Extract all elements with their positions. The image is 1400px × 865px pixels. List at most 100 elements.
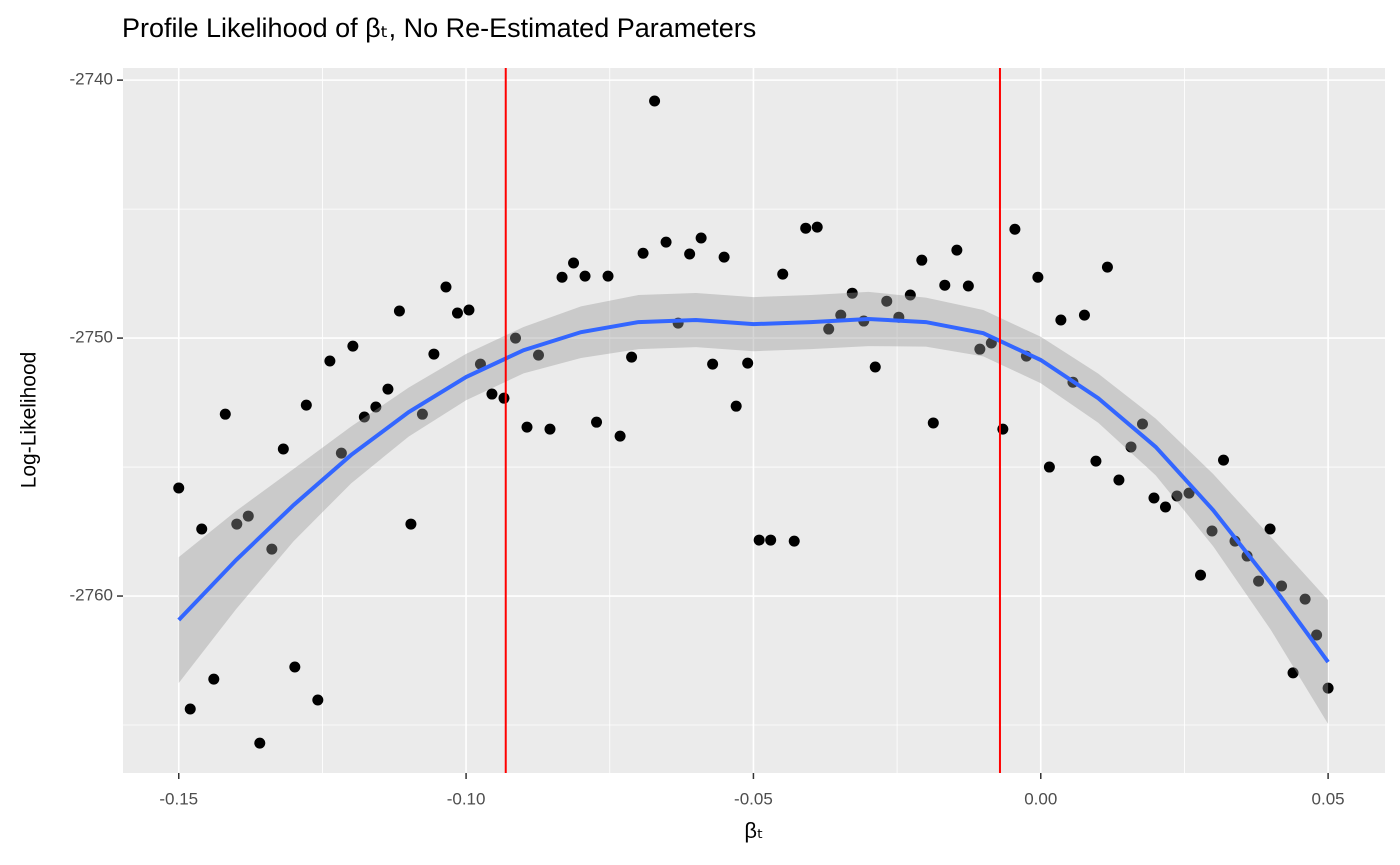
x-tick-label: -0.10 bbox=[447, 789, 486, 808]
point bbox=[440, 281, 452, 293]
point bbox=[614, 430, 626, 442]
point bbox=[1159, 501, 1171, 513]
point bbox=[742, 357, 754, 369]
point bbox=[1113, 474, 1125, 486]
point bbox=[231, 518, 243, 530]
point bbox=[602, 270, 614, 282]
point bbox=[451, 307, 463, 319]
point bbox=[382, 383, 394, 395]
point bbox=[416, 408, 428, 420]
point bbox=[823, 323, 835, 335]
x-axis-label: βₜ bbox=[744, 818, 763, 843]
point bbox=[718, 251, 730, 263]
point bbox=[463, 304, 475, 316]
point bbox=[289, 661, 301, 673]
point bbox=[1253, 575, 1265, 587]
point bbox=[591, 416, 603, 428]
point bbox=[927, 417, 939, 429]
point bbox=[869, 361, 881, 373]
point bbox=[347, 340, 359, 352]
point bbox=[637, 247, 649, 259]
point bbox=[358, 411, 370, 423]
point bbox=[800, 222, 812, 234]
point bbox=[1136, 418, 1148, 430]
point bbox=[266, 543, 278, 555]
point bbox=[1322, 682, 1334, 694]
point bbox=[684, 248, 696, 260]
point bbox=[939, 279, 951, 291]
point bbox=[707, 358, 719, 370]
point bbox=[324, 355, 336, 367]
point bbox=[1101, 261, 1113, 273]
point bbox=[1032, 271, 1044, 283]
point bbox=[916, 254, 928, 266]
point bbox=[173, 482, 185, 494]
point bbox=[568, 257, 580, 269]
point bbox=[788, 535, 800, 547]
point bbox=[1148, 492, 1160, 504]
point bbox=[626, 351, 638, 363]
point bbox=[846, 287, 858, 299]
x-tick-label: -0.05 bbox=[734, 789, 773, 808]
y-tick-label: -2750 bbox=[70, 328, 113, 347]
y-axis-label: Log-Likelihood bbox=[18, 352, 41, 489]
point bbox=[1299, 593, 1311, 605]
point bbox=[1125, 441, 1137, 453]
point bbox=[1276, 580, 1288, 592]
x-tick-label: 0.00 bbox=[1024, 789, 1057, 808]
point bbox=[1078, 309, 1090, 321]
point bbox=[1287, 667, 1299, 679]
point bbox=[695, 232, 707, 244]
point bbox=[1183, 487, 1195, 499]
point bbox=[428, 348, 440, 360]
point bbox=[835, 309, 847, 321]
point bbox=[753, 534, 765, 546]
point bbox=[974, 343, 986, 355]
point bbox=[1171, 490, 1183, 502]
point bbox=[510, 332, 522, 344]
point bbox=[1009, 223, 1021, 235]
point bbox=[300, 399, 312, 411]
point bbox=[405, 518, 417, 530]
chart-title: Profile Likelihood of βₜ, No Re-Estimate… bbox=[122, 13, 756, 43]
point bbox=[1090, 455, 1102, 467]
y-tick-label: -2740 bbox=[70, 70, 113, 89]
point bbox=[962, 280, 974, 292]
point bbox=[1264, 523, 1276, 535]
point bbox=[184, 703, 196, 715]
point bbox=[1218, 454, 1230, 466]
point bbox=[196, 523, 208, 535]
point bbox=[660, 236, 672, 248]
point bbox=[335, 447, 347, 459]
point bbox=[765, 534, 777, 546]
point bbox=[254, 737, 266, 749]
point bbox=[498, 392, 510, 404]
point bbox=[1206, 525, 1218, 537]
point bbox=[532, 349, 544, 361]
point bbox=[811, 221, 823, 233]
point bbox=[730, 400, 742, 412]
point bbox=[579, 270, 591, 282]
point bbox=[904, 289, 916, 301]
point bbox=[312, 694, 324, 706]
point bbox=[544, 423, 556, 435]
point bbox=[521, 421, 533, 433]
point bbox=[951, 244, 963, 256]
point bbox=[777, 268, 789, 280]
point bbox=[370, 401, 382, 413]
point bbox=[649, 95, 661, 107]
confidence-band bbox=[178, 291, 1329, 724]
point bbox=[393, 305, 405, 317]
point bbox=[277, 443, 289, 455]
point bbox=[486, 388, 498, 400]
point bbox=[881, 295, 893, 307]
point bbox=[556, 271, 568, 283]
smooth-line bbox=[177, 316, 1330, 664]
point bbox=[1043, 461, 1055, 473]
point bbox=[242, 510, 254, 522]
x-tick-label: -0.15 bbox=[159, 789, 198, 808]
y-tick-label: -2760 bbox=[70, 586, 113, 605]
point bbox=[1311, 629, 1323, 641]
